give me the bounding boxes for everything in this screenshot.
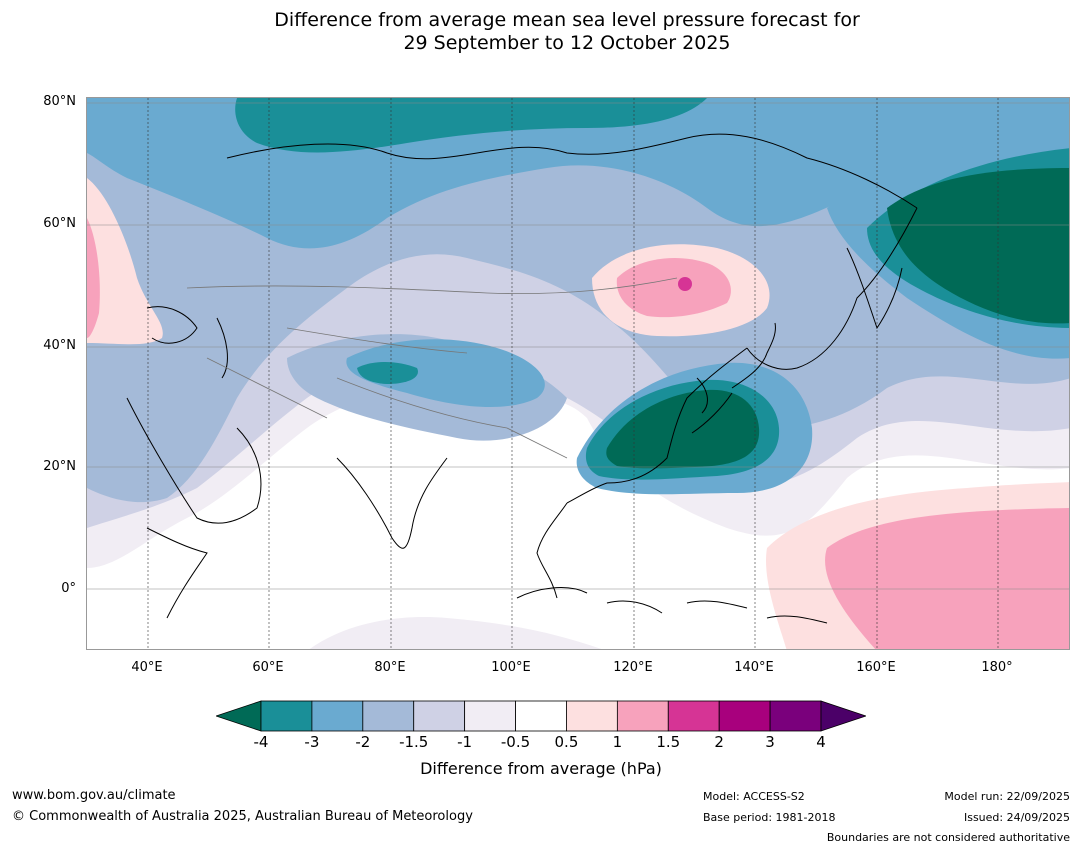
colorbar-segment [464,700,516,732]
colorbar-tick-label: -4 [253,733,269,751]
colorbar-segment [515,700,567,732]
contour-plus-1-mongolia [616,258,731,318]
contour-minus-4-tibet [357,362,418,384]
lon-label-140e: 140°E [734,660,774,675]
title-line-1: Difference from average mean sea level p… [274,9,860,31]
contour-below-minus-4-japan [606,389,760,469]
lon-label-180: 180° [981,660,1013,675]
model-run: Model run: 22/09/2025 [944,790,1070,803]
colorbar-tick-label: 3 [765,733,775,751]
pressure-anomaly-map[interactable] [86,97,1070,650]
contour-minus-3-tibet [346,339,545,408]
colorbar-extend-high [820,700,866,732]
colorbar-tick-label: 0.5 [554,733,579,751]
base-period: Base period: 1981-2018 [703,811,836,824]
colorbar-segments [216,700,866,732]
chart-title: Difference from average mean sea level p… [0,9,1081,55]
contour-minus-1-south [309,617,602,649]
lon-label-60e: 60°E [252,660,284,675]
colorbar-tick-label: -0.5 [500,733,531,751]
contour-plus-1-west [87,218,100,338]
coastlines [126,133,918,624]
lat-label-20n: 20°N [43,459,76,474]
contour-plus-1p5-mongolia [678,277,692,291]
lon-label-100e: 100°E [491,660,531,675]
colorbar-segment [260,700,313,732]
colorbar-tick-label: 2 [714,733,724,751]
lon-label-80e: 80°E [374,660,406,675]
colorbar-tick-label: 1 [612,733,623,751]
copyright-text: © Commonwealth of Australia 2025, Austra… [12,809,473,824]
colorbar-segment [362,700,415,732]
colorbar-tick-label: -1 [457,733,473,751]
colorbar-segment [616,700,669,732]
colorbar-segment [769,700,822,732]
lat-label-40n: 40°N [43,338,76,353]
boundary-disclaimer: Boundaries are not considered authoritat… [826,831,1070,844]
website-link[interactable]: www.bom.gov.au/climate [12,788,176,803]
colorbar-tick-label: -3 [304,733,320,751]
colorbar-segment [311,700,364,732]
contour-plus-0p5-west [87,178,163,345]
graticule [87,98,1069,649]
colorbar-tick-label: 4 [816,733,826,751]
lon-label-160e: 160°E [856,660,896,675]
title-line-2: 29 September to 12 October 2025 [403,32,731,54]
lat-label-60n: 60°N [43,216,76,231]
colorbar-tick-label: -1.5 [399,733,429,751]
lon-label-120e: 120°E [613,660,653,675]
colorbar-segment [718,700,771,732]
colorbar-tick-label: 1.5 [656,733,681,751]
boundaries [186,277,678,459]
contour-minus-4-arctic [235,98,707,153]
colorbar-extend-low [216,700,262,732]
colorbar-segment [667,700,720,732]
colorbar-segment [413,700,466,732]
colorbar [216,700,866,732]
colorbar-tick-label: -2 [355,733,371,751]
lon-label-40e: 40°E [131,660,163,675]
colorbar-segment [566,700,618,732]
map-svg [87,98,1069,649]
model-name: Model: ACCESS-S2 [703,790,805,803]
lat-label-80n: 80°N [43,94,76,109]
colorbar-title: Difference from average (hPa) [420,759,662,778]
lat-label-0: 0° [61,581,76,596]
contour-plus-1-pacific [825,508,1069,649]
issued-date: Issued: 24/09/2025 [963,811,1070,824]
contour-below-minus-4-east [887,168,1069,324]
